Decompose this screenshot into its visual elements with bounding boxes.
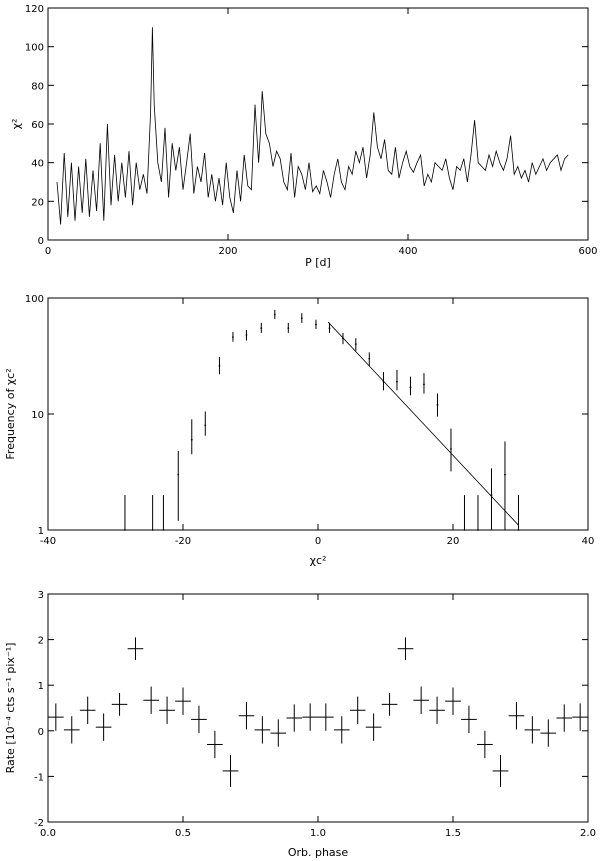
y-tick-label: 40 [31, 159, 44, 170]
y-tick-label: 20 [31, 197, 44, 208]
y-tick-label: 3 [38, 590, 44, 601]
y-tick-label: 100 [25, 43, 44, 54]
plot-frame [47, 593, 589, 823]
data-point [245, 334, 248, 336]
plot-frame [47, 297, 589, 531]
data-point [273, 313, 276, 316]
y-tick-label: 2 [38, 636, 44, 647]
y-tick-label: 0 [38, 236, 44, 247]
data-point [436, 403, 439, 406]
data-points [48, 637, 588, 787]
data-point [328, 327, 331, 330]
x-tick-label: -20 [175, 536, 191, 547]
data-points [124, 309, 520, 531]
y-tick-labels: 0 20 40 60 80 100 120 [25, 4, 44, 247]
chi2-distribution-panel: -40 -20 0 20 40 1 10 100 χc² Frequency of χc² [4, 294, 594, 567]
data-point [204, 424, 207, 427]
x-tick-label: 400 [398, 246, 417, 257]
data-point [463, 529, 466, 531]
x-tick-label: 2.0 [580, 828, 596, 839]
data-point [354, 343, 357, 346]
data-point [177, 473, 180, 476]
x-axis-label: χc² [310, 554, 327, 567]
exponential-fit-line [327, 321, 519, 526]
y-tick-label: 10 [31, 410, 44, 421]
data-point [368, 357, 371, 360]
data-point [517, 529, 520, 531]
x-tick-labels: -40 -20 0 20 40 [40, 536, 595, 547]
y-tick-label: 100 [25, 294, 44, 305]
y-tick-labels: -2 -1 0 1 2 3 [34, 590, 44, 829]
x-tick-label: 0.0 [40, 828, 56, 839]
y-axis-label: Frequency of χc² [4, 368, 17, 459]
x-axis-label: Orb. phase [288, 846, 349, 859]
light-curve-panel: 0.0 0.5 1.0 1.5 2.0 -2 -1 0 1 2 3 Orb. phase Rate… [4, 590, 596, 859]
y-tick-label: 1 [38, 681, 44, 692]
axis-ticks [47, 593, 589, 823]
y-tick-label: -2 [34, 818, 44, 829]
data-point [300, 317, 303, 320]
plot-frame [47, 7, 589, 241]
data-point [315, 323, 317, 326]
x-tick-label: 20 [447, 536, 460, 547]
data-point [232, 336, 234, 339]
x-tick-label: 0.5 [175, 828, 191, 839]
x-tick-label: 1.0 [310, 828, 326, 839]
x-tick-label: 600 [578, 246, 597, 257]
axis-ticks [47, 297, 589, 531]
y-tick-label: 1 [38, 526, 44, 537]
x-tick-labels: 0.0 0.5 1.0 1.5 2.0 [40, 828, 596, 839]
data-point [260, 327, 263, 330]
data-point [396, 380, 398, 383]
y-tick-label: 0 [38, 727, 44, 738]
x-axis-label: P [d] [305, 256, 331, 269]
data-point [423, 383, 425, 386]
y-axis-label: χ² [10, 119, 23, 130]
data-point [450, 448, 452, 450]
x-tick-label: 0 [45, 246, 51, 257]
y-tick-label: 60 [31, 120, 44, 131]
y-axis-label: Rate [10⁻⁴ cts s⁻¹ pix⁻¹] [4, 643, 17, 774]
data-point [218, 364, 221, 367]
x-tick-label: -40 [40, 536, 56, 547]
data-point [477, 529, 479, 531]
y-tick-label: -1 [34, 772, 44, 783]
data-point [124, 529, 126, 531]
x-tick-label: 1.5 [445, 828, 461, 839]
data-point [504, 473, 506, 476]
x-tick-labels: 0 200 400 600 [45, 246, 598, 257]
data-point [287, 327, 290, 330]
y-tick-labels: 1 10 100 [25, 294, 44, 537]
data-point [151, 529, 154, 531]
x-tick-label: 40 [582, 536, 595, 547]
data-point [162, 529, 165, 531]
x-tick-label: 200 [218, 246, 237, 257]
data-point [409, 386, 412, 389]
axis-ticks [47, 7, 589, 241]
data-point [190, 438, 193, 441]
periodogram-panel: 0 200 400 600 0 20 40 60 80 100 120 P [d] χ² [10, 4, 598, 269]
y-tick-label: 80 [31, 81, 44, 92]
y-tick-label: 120 [25, 4, 44, 15]
chi2-series-line [56, 27, 569, 225]
x-tick-label: 0 [315, 536, 321, 547]
